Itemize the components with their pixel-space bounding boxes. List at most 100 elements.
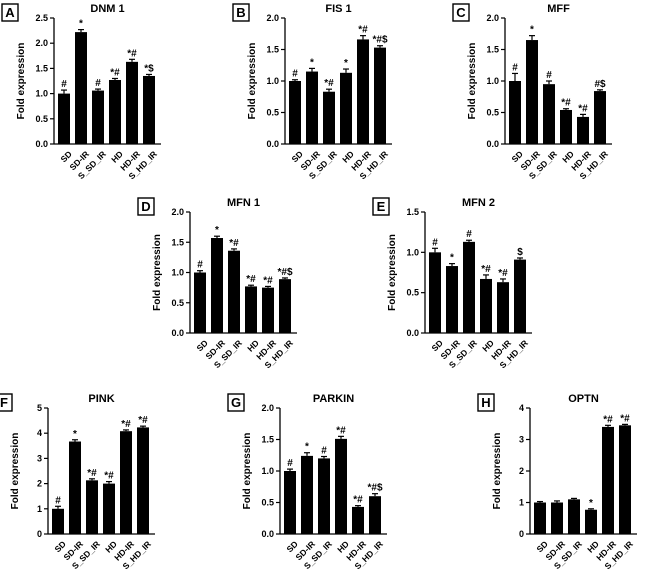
y-tick-label: 1.0 [35, 89, 48, 99]
bar [92, 90, 104, 144]
significance-label: * [215, 225, 219, 236]
y-tick-label: 1.0 [266, 76, 279, 86]
y-tick-label: 3 [519, 435, 524, 445]
y-tick-label: 0.5 [171, 298, 184, 308]
panel-letter: C [456, 5, 466, 20]
bar [211, 238, 223, 333]
y-axis-label: Fold expression [492, 433, 503, 510]
significance-label: *#$ [367, 483, 382, 494]
y-tick-label: 5 [37, 403, 42, 413]
significance-label: $ [517, 247, 523, 258]
bar [228, 250, 240, 333]
bar [301, 455, 313, 534]
significance-label: *# [138, 415, 148, 426]
y-tick-label: 0.0 [486, 139, 499, 149]
y-tick-label: 0 [519, 529, 524, 539]
y-tick-label: 4 [519, 403, 524, 413]
y-tick-label: 0.0 [406, 328, 419, 338]
significance-label: *# [561, 98, 571, 109]
panel-letter: B [236, 5, 245, 20]
y-tick-label: 1.0 [171, 268, 184, 278]
bar [75, 32, 87, 144]
bar [369, 496, 381, 534]
bar [374, 47, 386, 144]
bar [526, 40, 538, 144]
significance-label: * [450, 253, 454, 264]
y-tick-label: 2.0 [171, 207, 184, 217]
y-tick-label: 0.0 [35, 139, 48, 149]
y-tick-label: 1.0 [486, 76, 499, 86]
panel-letter-box [232, 3, 250, 22]
bar [289, 81, 301, 144]
y-tick-label: 3 [37, 453, 42, 463]
y-tick-label: 2.0 [266, 13, 279, 23]
significance-label: *# [353, 495, 363, 506]
panel-letter: E [377, 199, 386, 214]
significance-label: # [55, 495, 61, 506]
significance-label: *# [263, 275, 273, 286]
y-axis-label: Fold expression [16, 43, 27, 120]
bar [318, 458, 330, 534]
significance-label: # [466, 229, 472, 240]
significance-label: * [310, 57, 314, 68]
bar [58, 93, 70, 144]
y-tick-label: 0.0 [261, 529, 274, 539]
y-tick-label: 1 [37, 504, 42, 514]
bar [340, 72, 352, 144]
panel-title: MFN 2 [462, 197, 495, 209]
significance-label: *# [498, 268, 508, 279]
significance-label: *# [104, 471, 114, 482]
y-tick-label: 1.5 [35, 63, 48, 73]
bar [109, 79, 121, 144]
significance-label: *# [336, 425, 346, 436]
panel-letter: G [231, 395, 241, 410]
y-tick-label: 1.0 [261, 466, 274, 476]
y-tick-label: 1.5 [486, 45, 499, 55]
y-axis-label: Fold expression [10, 433, 21, 510]
panel-letter-box [137, 197, 155, 216]
y-tick-label: 1.5 [171, 237, 184, 247]
y-axis-label: Fold expression [387, 234, 398, 311]
significance-label: *#$ [372, 35, 387, 46]
significance-label: * [305, 442, 309, 453]
bar [446, 266, 458, 333]
panel-letter: H [481, 395, 490, 410]
panel-letter-box [452, 3, 470, 22]
y-tick-label: 0.0 [266, 139, 279, 149]
panel-title: PARKIN [313, 393, 354, 405]
bar [568, 499, 580, 534]
panel-letter-box [372, 197, 390, 216]
significance-label: *# [324, 78, 334, 89]
significance-label: *# [121, 419, 131, 430]
y-axis-label: Fold expression [242, 433, 253, 510]
bar [543, 84, 555, 144]
bar [120, 431, 132, 534]
bar [560, 109, 572, 144]
bar [126, 61, 138, 144]
panel-title: MFN 1 [227, 197, 260, 209]
significance-label: * [589, 498, 593, 509]
y-tick-label: 1.0 [406, 247, 419, 257]
bar [279, 279, 291, 333]
panel-letter-box [0, 393, 13, 412]
panel-title: MFF [547, 3, 570, 15]
significance-label: *# [87, 468, 97, 479]
bar [86, 480, 98, 534]
bar [480, 278, 492, 333]
y-tick-label: 2.0 [35, 38, 48, 48]
bar [509, 81, 521, 144]
y-tick-label: 0.5 [261, 498, 274, 508]
bar [534, 502, 546, 534]
bar [352, 506, 364, 534]
bar [585, 509, 597, 534]
bar [52, 508, 64, 534]
y-tick-label: 1.5 [261, 435, 274, 445]
bar [577, 116, 589, 144]
